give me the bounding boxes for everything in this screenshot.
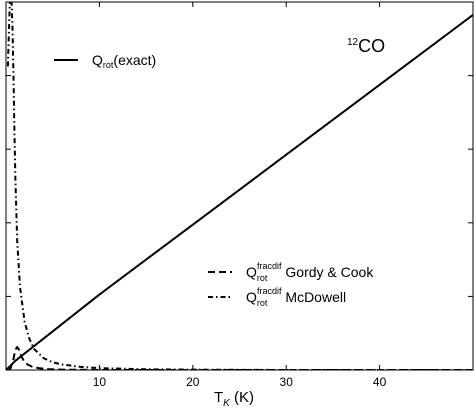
- series-layer: [6, 2, 473, 370]
- plot-frame: [5, 1, 474, 371]
- legend-label-mcdowell: Qrotfracdif McDowell: [246, 286, 346, 308]
- legend-upper: Qrot(exact): [54, 52, 156, 70]
- series-gordy-cook-line: [8, 346, 473, 370]
- x-tick-label-2: 30: [280, 375, 294, 389]
- x-tick-label-3: 40: [373, 375, 387, 389]
- series-exact-line: [6, 14, 473, 370]
- annotation-sup: 12: [347, 37, 359, 48]
- x-axis-label: TK (K): [214, 389, 254, 409]
- series-mcdowell-line: [6, 2, 473, 370]
- legend-label-gordy-cook: Qrotfracdif Gordy & Cook: [246, 261, 374, 283]
- x-tick-label-0: 10: [93, 375, 107, 389]
- legend-label-exact: Qrot(exact): [92, 52, 156, 70]
- legend-lower: Qrotfracdif Gordy & Cook Qrotfracdif McD…: [208, 261, 374, 308]
- x-tick-label-1: 20: [186, 375, 200, 389]
- species-annotation: 12CO: [347, 36, 385, 56]
- annotation-main: CO: [358, 36, 385, 56]
